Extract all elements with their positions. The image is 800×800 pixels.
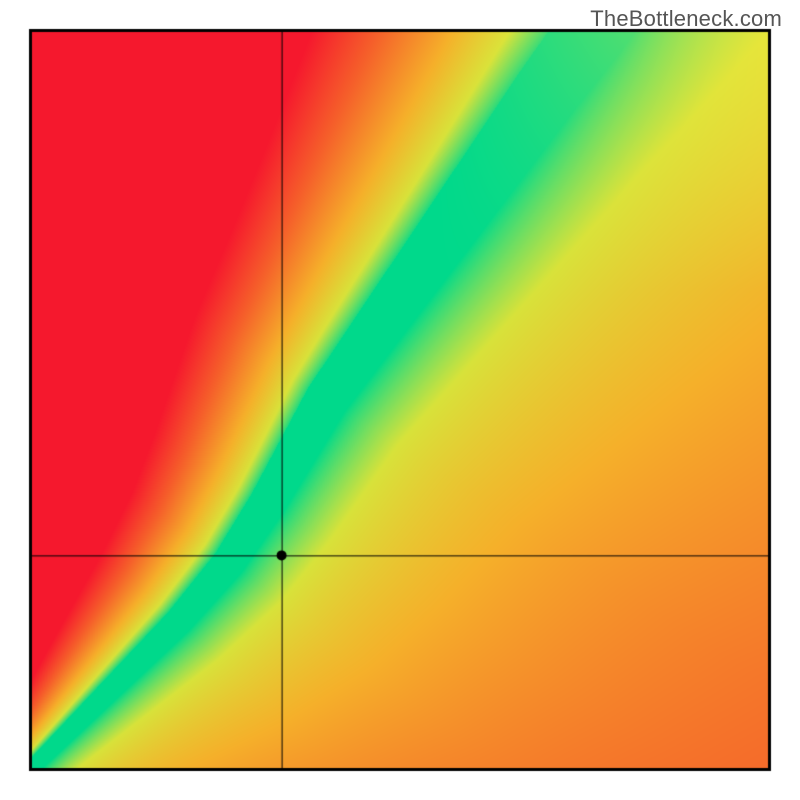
bottleneck-heatmap (0, 0, 800, 800)
watermark-text: TheBottleneck.com (590, 6, 782, 32)
